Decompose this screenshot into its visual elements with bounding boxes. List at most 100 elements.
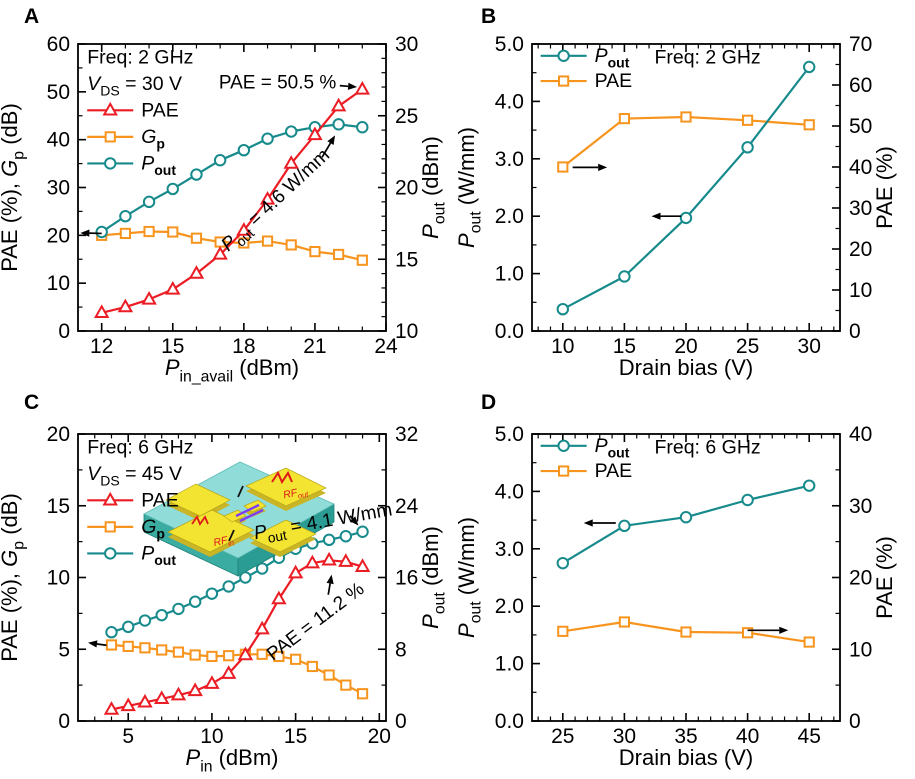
svg-text:12: 12	[90, 335, 113, 358]
svg-text:21: 21	[303, 335, 326, 358]
svg-text:25: 25	[551, 725, 574, 748]
svg-text:Drain bias (V): Drain bias (V)	[619, 355, 753, 380]
svg-text:PAE (%): PAE (%)	[872, 146, 897, 229]
svg-text:5.0: 5.0	[495, 33, 524, 56]
panel-d-letter: D	[481, 391, 497, 414]
svg-text:Gp: Gp	[141, 516, 165, 542]
panel-d: D 25 30 35 40 45 0.0 1.0 2.0 3.0 4.0 5.0 0 10 20 30 40 D…	[457, 390, 915, 779]
series-pae	[93, 81, 371, 319]
svg-text:15: 15	[284, 725, 307, 748]
svg-text:5: 5	[58, 638, 70, 661]
svg-text:40: 40	[849, 423, 872, 446]
panel-b-letter: B	[481, 5, 497, 28]
svg-text:30: 30	[849, 495, 872, 518]
svg-text:25: 25	[395, 105, 418, 128]
axes: 25 30 35 40 450.01.02.03.04.05.0010203040Dra…	[457, 423, 897, 770]
svg-text:24: 24	[374, 335, 398, 358]
svg-text:1.0: 1.0	[495, 653, 524, 676]
series-pout	[556, 479, 816, 570]
svg-text:20: 20	[849, 238, 872, 261]
svg-text:16: 16	[395, 567, 418, 590]
svg-text:Pout (W/mm): Pout (W/mm)	[457, 517, 485, 638]
series	[556, 60, 816, 316]
svg-text:1.0: 1.0	[495, 263, 524, 286]
svg-text:20: 20	[47, 423, 70, 446]
svg-text:Gp: Gp	[141, 126, 165, 152]
svg-text:2.0: 2.0	[495, 205, 524, 228]
svg-text:RFin: RFin	[212, 533, 234, 551]
panel-b-chart: 10 15 20 25 30 0.0 1.0 2.0 3.0 4.0 5.0 0 10 20 30 40 50 6…	[457, 33, 897, 380]
svg-text:4.0: 4.0	[495, 90, 524, 113]
svg-text:10: 10	[395, 320, 418, 343]
series	[93, 81, 371, 319]
svg-text:20: 20	[395, 177, 418, 200]
svg-text:0.0: 0.0	[495, 710, 524, 733]
svg-text:Drain bias (V): Drain bias (V)	[619, 745, 753, 770]
svg-text:PAE: PAE	[141, 99, 179, 121]
svg-text:PAE (%), Gp (dB): PAE (%), Gp (dB)	[0, 103, 28, 272]
series-gp	[96, 225, 368, 266]
series-pout	[556, 60, 816, 316]
panel-a-chart: 12 15 18 21 24 0 10 20 30 40 50 60 10 15 20 25 30 Pin_ava…	[0, 33, 449, 386]
svg-text:Pout: Pout	[595, 45, 630, 71]
svg-text:Pout: Pout	[141, 542, 176, 568]
series-gp	[105, 639, 369, 700]
panel-b: B 10 15 20 25 30 0.0 1.0 2.0 3.0 4.0 5.0 0 10 20 30 40 5…	[457, 0, 915, 390]
svg-text:18: 18	[232, 335, 255, 358]
svg-text:Pout (W/mm): Pout (W/mm)	[457, 127, 485, 248]
svg-text:0: 0	[849, 710, 861, 733]
svg-text:10: 10	[47, 567, 70, 590]
svg-text:40: 40	[849, 156, 872, 179]
svg-text:25: 25	[736, 335, 759, 358]
svg-text:PAE: PAE	[595, 460, 633, 482]
svg-text:5: 5	[122, 725, 134, 748]
svg-text:10: 10	[551, 335, 574, 358]
svg-text:70: 70	[849, 33, 872, 56]
series-pae	[557, 616, 815, 648]
svg-text:Pout (dBm): Pout (dBm)	[418, 136, 449, 239]
annotations	[583, 519, 789, 634]
svg-text:30: 30	[798, 335, 821, 358]
svg-text:Freq: 2 GHz: Freq: 2 GHz	[87, 47, 193, 69]
svg-text:5.0: 5.0	[495, 423, 524, 446]
svg-text:45: 45	[798, 725, 821, 748]
svg-text:Freq: 2 GHz: Freq: 2 GHz	[654, 47, 760, 69]
svg-text:15: 15	[395, 248, 418, 271]
svg-text:8: 8	[395, 638, 407, 661]
svg-text:10: 10	[849, 279, 872, 302]
series	[556, 479, 816, 648]
svg-text:PAE: PAE	[141, 489, 179, 511]
panel-c-letter: C	[24, 391, 40, 414]
svg-text:0: 0	[849, 320, 861, 343]
svg-text:Freq: 6 GHz: Freq: 6 GHz	[87, 437, 193, 459]
svg-text:20: 20	[674, 335, 697, 358]
svg-text:30: 30	[47, 177, 70, 200]
series-pout	[105, 525, 369, 639]
svg-text:10: 10	[849, 638, 872, 661]
svg-text:PAE: PAE	[595, 70, 633, 92]
svg-text:15: 15	[47, 495, 70, 518]
series-pout	[95, 118, 369, 239]
svg-text:PAE (%), Gp (dB): PAE (%), Gp (dB)	[0, 493, 28, 662]
svg-text:Pout = 4.6 W/mm: Pout = 4.6 W/mm	[217, 145, 336, 259]
svg-text:35: 35	[674, 725, 697, 748]
svg-text:20: 20	[368, 725, 391, 748]
svg-text:3.0: 3.0	[495, 148, 524, 171]
svg-text:20: 20	[849, 567, 872, 590]
svg-text:10: 10	[200, 725, 223, 748]
svg-text:VDS = 30 V: VDS = 30 V	[87, 73, 182, 99]
panel-c: C 5 10 15 20 0 5 10 15 20 0 8 16 24 32 Pin (dBm) PAE (%…	[0, 390, 457, 779]
device-inset: RFin RFout	[143, 461, 335, 577]
series	[103, 525, 371, 715]
svg-text:PAE (%): PAE (%)	[872, 536, 897, 619]
svg-text:2.0: 2.0	[495, 595, 524, 618]
svg-text:30: 30	[613, 725, 636, 748]
svg-text:Pout: Pout	[141, 152, 176, 178]
svg-text:Pin (dBm): Pin (dBm)	[186, 745, 279, 776]
